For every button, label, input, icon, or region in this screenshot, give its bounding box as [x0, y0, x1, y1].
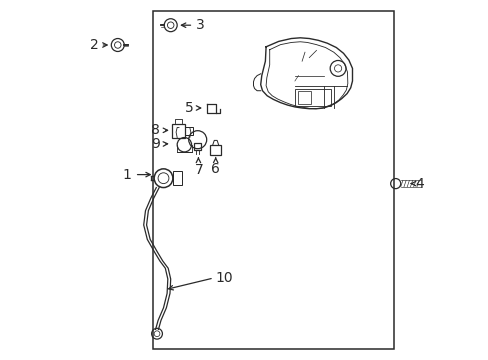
Text: 3: 3: [196, 18, 204, 32]
Bar: [194, 143, 201, 150]
Bar: [294, 89, 330, 106]
Text: 7: 7: [195, 163, 203, 177]
Bar: [152, 11, 393, 349]
Text: 9: 9: [151, 137, 160, 151]
Bar: [171, 124, 185, 138]
Bar: [210, 145, 221, 155]
Text: 1: 1: [122, 168, 131, 181]
Bar: [172, 171, 182, 185]
Text: 6: 6: [211, 162, 220, 176]
Text: 5: 5: [184, 101, 193, 115]
Text: 8: 8: [151, 123, 160, 137]
Bar: [297, 91, 311, 104]
Bar: [185, 127, 193, 135]
Text: 4: 4: [415, 177, 424, 190]
Text: 2: 2: [90, 38, 99, 52]
Text: 10: 10: [215, 271, 233, 285]
